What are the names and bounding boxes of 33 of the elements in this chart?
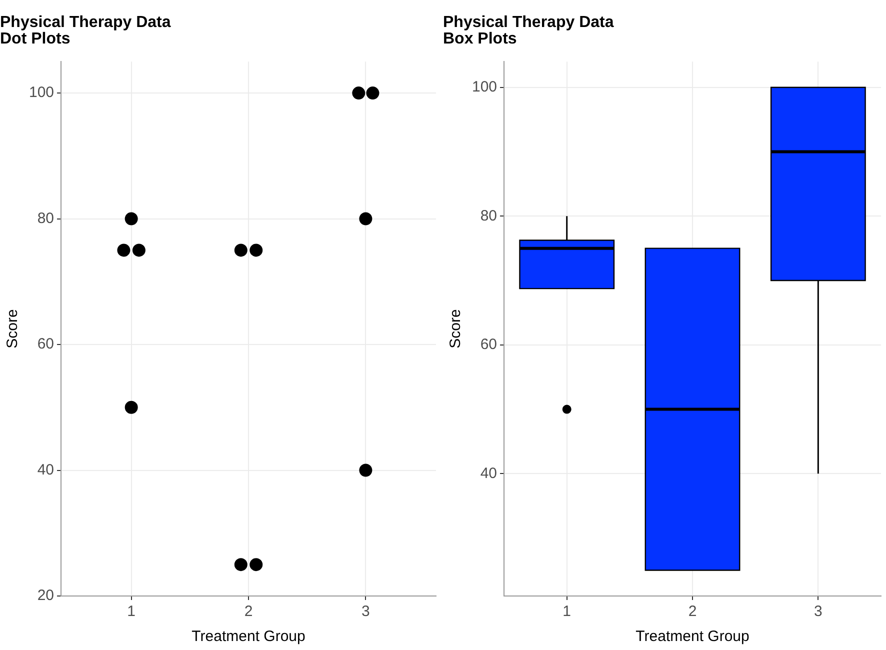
y-tick-label: 80 bbox=[480, 207, 498, 224]
x-axis-title: Treatment Group bbox=[636, 628, 750, 646]
y-tick-label: 60 bbox=[37, 336, 54, 353]
y-tick-label: 80 bbox=[37, 210, 54, 227]
point bbox=[124, 400, 138, 414]
x-axis-title: Treatment Group bbox=[192, 628, 306, 646]
chart-title: Physical Therapy Data Box Plots bbox=[443, 14, 614, 48]
point bbox=[117, 244, 130, 257]
point bbox=[234, 244, 248, 257]
point bbox=[250, 244, 263, 257]
y-tick-label: 20 bbox=[37, 587, 54, 604]
x-tick-label: 2 bbox=[244, 603, 253, 620]
x-tick-label: 3 bbox=[814, 603, 822, 620]
y-tick-label: 100 bbox=[28, 84, 54, 102]
y-axis-title: Score bbox=[447, 309, 464, 348]
point bbox=[234, 558, 248, 572]
point bbox=[250, 558, 263, 572]
point bbox=[132, 244, 146, 257]
point bbox=[359, 212, 372, 226]
y-tick-label: 40 bbox=[37, 461, 54, 478]
x-tick-label: 3 bbox=[362, 603, 370, 620]
y-tick-label: 100 bbox=[472, 78, 498, 96]
point bbox=[352, 86, 366, 100]
y-axis-title: Score bbox=[4, 309, 22, 348]
x-tick-label: 1 bbox=[127, 603, 136, 620]
y-tick-label: 40 bbox=[480, 464, 498, 482]
point bbox=[359, 464, 372, 477]
point bbox=[124, 212, 138, 226]
point bbox=[366, 86, 380, 100]
x-tick-label: 2 bbox=[688, 603, 697, 620]
y-tick-label: 60 bbox=[480, 336, 498, 354]
chart-title: Physical Therapy Data Dot Plots bbox=[0, 14, 171, 48]
x-tick-label: 1 bbox=[562, 603, 572, 620]
